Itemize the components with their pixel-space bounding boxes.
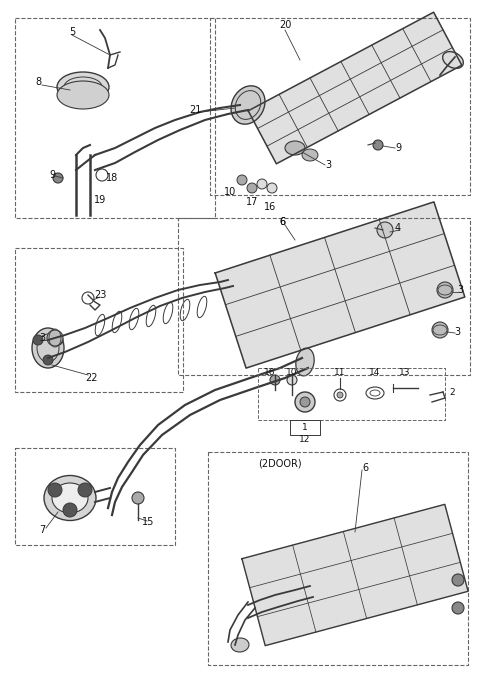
Text: 15: 15 xyxy=(142,517,154,527)
Text: 1: 1 xyxy=(302,423,308,432)
Circle shape xyxy=(63,503,77,517)
Text: 2: 2 xyxy=(449,388,455,397)
Ellipse shape xyxy=(44,475,96,521)
Text: 3: 3 xyxy=(454,327,460,337)
Circle shape xyxy=(132,492,144,504)
Polygon shape xyxy=(248,12,462,164)
Ellipse shape xyxy=(57,81,109,109)
Polygon shape xyxy=(242,504,468,646)
Polygon shape xyxy=(215,202,465,368)
Ellipse shape xyxy=(302,149,318,161)
Circle shape xyxy=(267,183,277,193)
Text: 19: 19 xyxy=(94,195,106,205)
Circle shape xyxy=(237,175,247,185)
Circle shape xyxy=(300,397,310,407)
Circle shape xyxy=(337,392,343,398)
Text: 16: 16 xyxy=(264,202,276,212)
Text: 17: 17 xyxy=(246,197,258,207)
Circle shape xyxy=(78,483,92,497)
Circle shape xyxy=(270,375,280,385)
Circle shape xyxy=(33,335,43,345)
Ellipse shape xyxy=(296,348,314,376)
Text: 18: 18 xyxy=(106,173,118,183)
Text: 20: 20 xyxy=(279,20,291,30)
Circle shape xyxy=(373,140,383,150)
Circle shape xyxy=(452,574,464,586)
Circle shape xyxy=(377,222,393,238)
Circle shape xyxy=(43,355,53,365)
Ellipse shape xyxy=(231,86,265,124)
Ellipse shape xyxy=(285,141,305,155)
Text: 23: 23 xyxy=(94,290,106,300)
Text: 6: 6 xyxy=(279,217,285,227)
Circle shape xyxy=(47,330,63,346)
Text: 11: 11 xyxy=(334,367,346,377)
Circle shape xyxy=(247,183,257,193)
Text: (2DOOR): (2DOOR) xyxy=(258,458,301,468)
Text: 4: 4 xyxy=(395,223,401,233)
Text: 14: 14 xyxy=(369,367,381,377)
Text: 3: 3 xyxy=(457,285,463,295)
Ellipse shape xyxy=(443,51,463,68)
Text: 16: 16 xyxy=(264,367,276,377)
Text: 9: 9 xyxy=(395,143,401,153)
Ellipse shape xyxy=(231,638,249,652)
Ellipse shape xyxy=(52,483,88,513)
Text: 10: 10 xyxy=(286,367,298,377)
Text: 22: 22 xyxy=(86,373,98,383)
Circle shape xyxy=(53,335,63,345)
Circle shape xyxy=(295,392,315,412)
Circle shape xyxy=(287,375,297,385)
Ellipse shape xyxy=(57,72,109,102)
Circle shape xyxy=(452,602,464,614)
Text: 10: 10 xyxy=(224,187,236,197)
Ellipse shape xyxy=(32,328,64,368)
Text: 8: 8 xyxy=(35,77,41,87)
Circle shape xyxy=(257,179,267,189)
Text: 13: 13 xyxy=(399,367,411,377)
Text: 3: 3 xyxy=(325,160,331,170)
Circle shape xyxy=(48,483,62,497)
Text: 7: 7 xyxy=(39,525,45,535)
Text: 9: 9 xyxy=(49,170,55,180)
Circle shape xyxy=(432,322,448,338)
Text: 6: 6 xyxy=(279,217,285,227)
Text: 12: 12 xyxy=(300,436,311,445)
Text: 6: 6 xyxy=(362,463,368,473)
Text: 3: 3 xyxy=(39,333,45,343)
Text: 5: 5 xyxy=(69,27,75,37)
Text: 21: 21 xyxy=(189,105,201,115)
Circle shape xyxy=(53,173,63,183)
Circle shape xyxy=(437,282,453,298)
